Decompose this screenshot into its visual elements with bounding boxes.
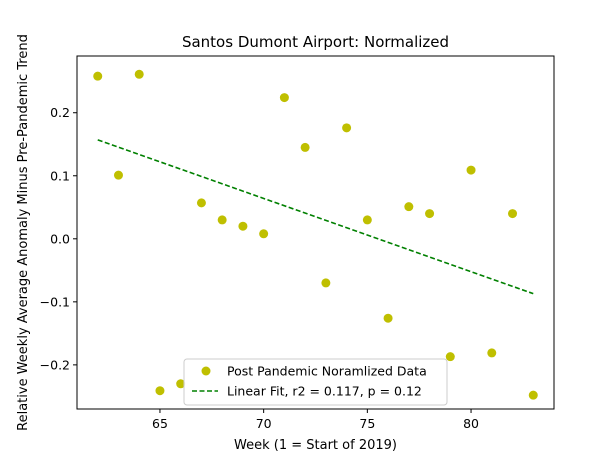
data-point [362,215,372,225]
data-point [155,386,165,396]
data-point [300,142,310,152]
x-axis: 65 70 75 80 [152,409,479,431]
fit-line-group [97,139,534,295]
legend-label-scatter: Post Pandemic Noramlized Data [227,364,427,379]
data-point [217,215,227,225]
scatter-points [93,69,538,400]
data-point [113,170,123,180]
y-axis-label: Relative Weekly Average Anomaly Minus Pr… [16,34,31,431]
y-tick-label: 0.1 [50,168,70,183]
x-tick-label: 70 [256,416,272,431]
data-point [508,209,518,219]
data-point [196,198,206,208]
data-point [259,229,269,239]
legend-label-fit: Linear Fit, r2 = 0.117, p = 0.12 [227,384,422,399]
data-point [342,123,352,133]
legend-marker-scatter [201,366,211,376]
y-axis: −0.2 −0.1 0.0 0.1 0.2 [40,105,77,372]
y-tick-label: −0.1 [40,294,70,309]
linear-fit-line [97,139,534,295]
data-point [528,390,538,400]
x-tick-label: 80 [463,416,479,431]
y-tick-label: 0.0 [50,231,70,246]
data-point [321,278,331,288]
plot-area [76,55,555,410]
data-point [176,379,186,389]
y-tick-label: 0.2 [50,105,70,120]
data-point [238,221,248,231]
y-tick-label: −0.2 [40,357,70,372]
legend-box [183,358,448,406]
legend: Post Pandemic Noramlized Data Linear Fit… [183,358,448,406]
data-point [445,352,455,362]
x-tick-label: 65 [152,416,168,431]
data-point [134,69,144,79]
data-point [93,71,103,81]
data-point [466,165,476,175]
data-point [425,209,435,219]
data-point [487,348,497,358]
x-tick-label: 75 [359,416,375,431]
x-axis-label: Week (1 = Start of 2019) [234,438,397,453]
data-point [383,313,393,323]
chart-title: Santos Dumont Airport: Normalized [182,33,449,51]
data-point [404,202,414,212]
data-point [279,93,289,103]
